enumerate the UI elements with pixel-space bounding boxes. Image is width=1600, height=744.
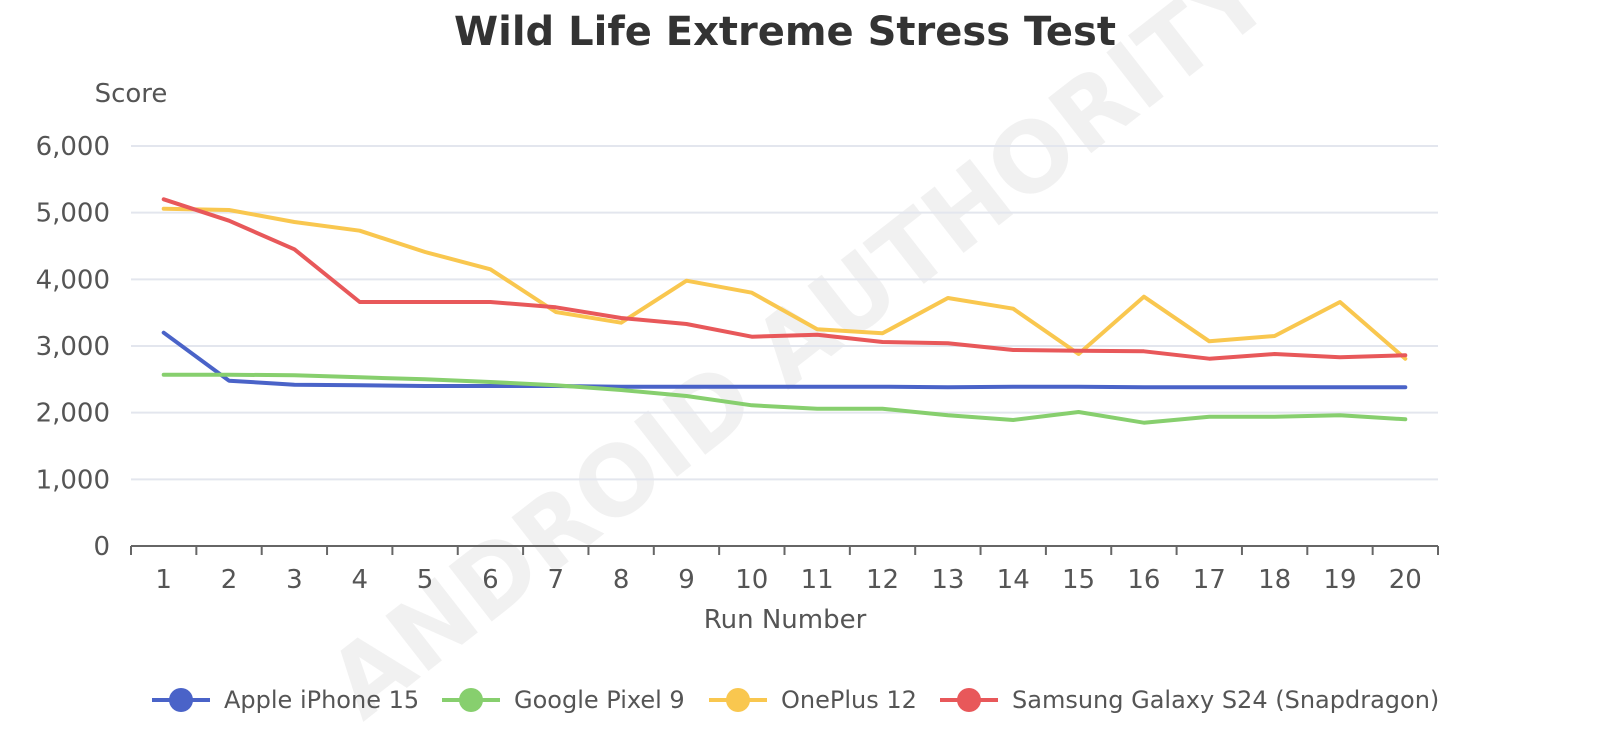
legend-label: Google Pixel 9 bbox=[514, 686, 685, 714]
series-lines bbox=[161, 197, 1408, 425]
x-tick-label: 4 bbox=[351, 565, 368, 595]
x-tick-label: 2 bbox=[221, 565, 238, 595]
x-tick-label: 7 bbox=[548, 565, 565, 595]
grid-lines bbox=[131, 145, 1438, 481]
chart-title: Wild Life Extreme Stress Test bbox=[454, 9, 1116, 55]
x-tick-label: 17 bbox=[1193, 565, 1226, 595]
legend-label: Apple iPhone 15 bbox=[224, 686, 419, 714]
x-tick-label: 12 bbox=[866, 565, 899, 595]
x-tick-label: 3 bbox=[286, 565, 303, 595]
legend-marker bbox=[169, 688, 193, 712]
x-tick-label: 14 bbox=[997, 565, 1030, 595]
legend-marker bbox=[957, 688, 981, 712]
x-tick-label: 5 bbox=[417, 565, 434, 595]
legend-item: Samsung Galaxy S24 (Snapdragon) bbox=[940, 686, 1439, 714]
y-axis-title: Score bbox=[95, 79, 168, 109]
legend-item: Google Pixel 9 bbox=[442, 686, 685, 714]
legend-label: Samsung Galaxy S24 (Snapdragon) bbox=[1012, 686, 1439, 714]
x-tick-label: 11 bbox=[801, 565, 834, 595]
series-line-2 bbox=[161, 372, 1408, 425]
legend: Apple iPhone 15 Google Pixel 9 OnePlus 12 S… bbox=[152, 686, 1439, 714]
x-tick-label: 16 bbox=[1127, 565, 1160, 595]
x-axis-title: Run Number bbox=[704, 605, 867, 635]
x-tick-label: 10 bbox=[735, 565, 768, 595]
x-tick-label: 15 bbox=[1062, 565, 1095, 595]
legend-marker bbox=[726, 688, 750, 712]
series-line-1 bbox=[161, 330, 1408, 390]
x-tick-label: 20 bbox=[1389, 565, 1422, 595]
x-tick-label: 13 bbox=[931, 565, 964, 595]
y-tick-label: 0 bbox=[93, 532, 110, 562]
x-axis: 1 2 3 4 5 6 7 8 9 10 11 12 13 14 15 16 17 18 19 20 bbox=[130, 545, 1439, 595]
y-tick-label: 3,000 bbox=[36, 332, 110, 362]
x-tick-label: 9 bbox=[678, 565, 695, 595]
legend-label: OnePlus 12 bbox=[781, 686, 917, 714]
legend-item: OnePlus 12 bbox=[709, 686, 917, 714]
legend-item: Apple iPhone 15 bbox=[152, 686, 419, 714]
series-line-4 bbox=[161, 197, 1408, 361]
series-line-3 bbox=[161, 206, 1408, 361]
x-tick-label: 8 bbox=[613, 565, 630, 595]
y-tick-label: 4,000 bbox=[36, 265, 110, 295]
legend-marker bbox=[459, 688, 483, 712]
y-tick-label: 5,000 bbox=[36, 199, 110, 229]
x-tick-label: 1 bbox=[155, 565, 172, 595]
y-tick-label: 6,000 bbox=[36, 132, 110, 162]
y-tick-label: 1,000 bbox=[36, 465, 110, 495]
y-axis-ticks: 0 1,000 2,000 3,000 4,000 5,000 6,000 bbox=[36, 132, 110, 562]
y-tick-label: 2,000 bbox=[36, 399, 110, 429]
x-tick-label: 6 bbox=[482, 565, 499, 595]
x-tick-label: 19 bbox=[1323, 565, 1356, 595]
x-tick-label: 18 bbox=[1258, 565, 1291, 595]
